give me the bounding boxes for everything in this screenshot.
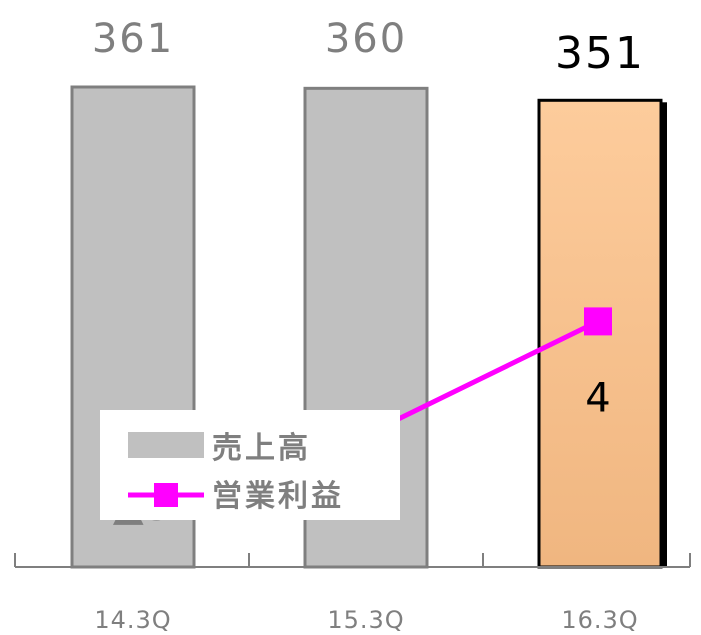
x-tick-label: 15.3Q <box>327 606 404 634</box>
line-marker <box>584 307 612 336</box>
legend: 売上高 営業利益 <box>100 410 400 520</box>
bar-value-label: 360 <box>325 16 407 62</box>
x-tick-label: 14.3Q <box>94 606 171 634</box>
x-tick-label: 16.3Q <box>561 606 638 634</box>
bar-value-label: 351 <box>555 28 645 79</box>
line-value-label: 4 <box>585 375 610 421</box>
legend-marker-swatch <box>154 483 178 507</box>
bar-value-label: 361 <box>92 16 174 62</box>
legend-label-sales: 売上高 <box>212 431 311 466</box>
legend-label-operating-profit: 営業利益 <box>212 479 344 514</box>
x-axis: 14.3Q 15.3Q 16.3Q <box>14 553 691 634</box>
legend-bar-swatch <box>128 432 204 458</box>
legend-box <box>100 410 400 520</box>
